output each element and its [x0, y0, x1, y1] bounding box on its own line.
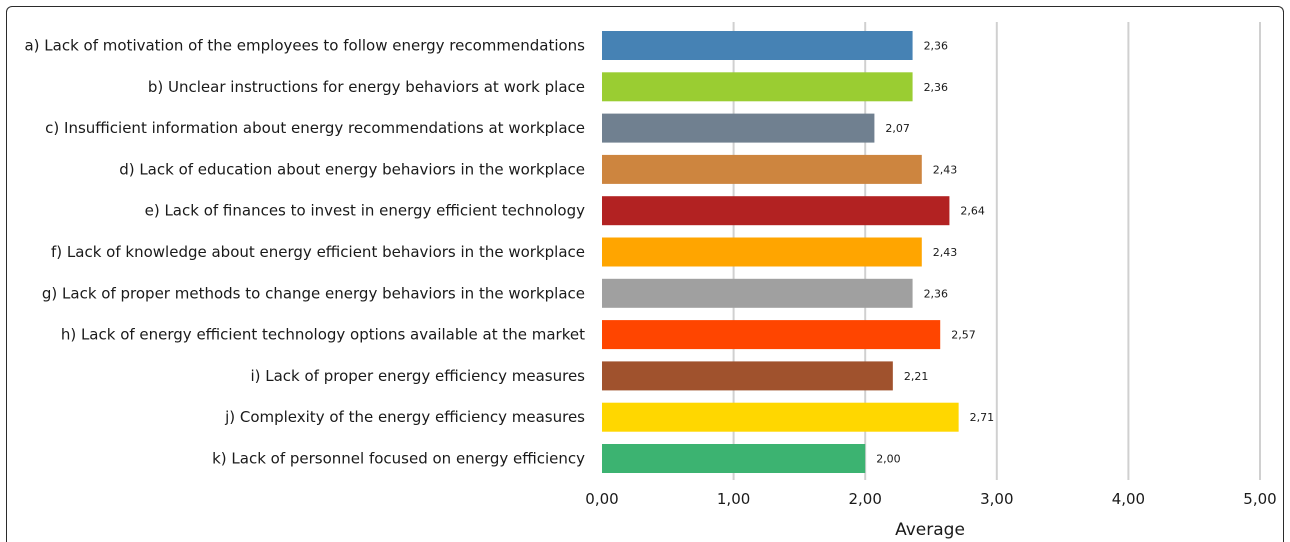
x-tick-label: 4,00 — [1112, 490, 1145, 508]
category-label: i) Lack of proper energy efficiency meas… — [250, 367, 585, 385]
bar — [602, 31, 913, 60]
bar — [602, 444, 866, 473]
x-tick-label: 0,00 — [585, 490, 618, 508]
chart-frame — [6, 6, 1284, 542]
category-label: h) Lack of energy efficient technology o… — [61, 326, 585, 344]
category-label: c) Insufficient information about energy… — [45, 119, 585, 137]
x-tick-label: 1,00 — [717, 490, 750, 508]
bar — [602, 196, 950, 226]
data-label: 2,64 — [960, 205, 985, 218]
category-label: b) Unclear instructions for energy behav… — [148, 78, 585, 96]
data-label: 2,36 — [924, 81, 949, 94]
category-label: g) Lack of proper methods to change ener… — [42, 284, 585, 302]
x-tick-label: 3,00 — [980, 490, 1013, 508]
data-label: 2,71 — [970, 411, 995, 424]
x-tick-label: 5,00 — [1243, 490, 1276, 508]
category-label: k) Lack of personnel focused on energy e… — [212, 450, 585, 468]
category-label: j) Complexity of the energy efficiency m… — [224, 408, 585, 426]
category-labels: a) Lack of motivation of the employees t… — [24, 37, 585, 468]
category-label: f) Lack of knowledge about energy effici… — [51, 243, 585, 261]
data-label: 2,57 — [951, 329, 976, 342]
bar — [602, 320, 941, 350]
data-label: 2,36 — [924, 287, 949, 300]
x-tick-labels: 0,00 1,00 2,00 3,00 4,00 5,00 — [585, 490, 1276, 508]
category-label: a) Lack of motivation of the employees t… — [24, 37, 585, 55]
bar — [602, 361, 893, 391]
category-label: e) Lack of finances to invest in energy … — [145, 202, 586, 220]
bar — [602, 72, 913, 102]
bar — [602, 402, 959, 432]
data-label: 2,43 — [933, 246, 958, 259]
bar — [602, 278, 913, 308]
data-label: 2,00 — [876, 453, 901, 466]
data-label: 2,21 — [904, 370, 929, 383]
bar — [602, 237, 922, 267]
bar — [602, 113, 875, 143]
bars — [602, 31, 959, 473]
x-tick-label: 2,00 — [848, 490, 881, 508]
data-label: 2,36 — [924, 40, 949, 53]
category-label: d) Lack of education about energy behavi… — [119, 160, 585, 178]
data-label: 2,07 — [885, 122, 910, 135]
data-labels: 2,36 2,36 2,07 2,43 2,64 2,43 2,36 2,57 2,21 2,71… — [876, 40, 994, 466]
bar — [602, 154, 922, 184]
x-axis-title: Average — [895, 520, 965, 540]
data-label: 2,43 — [933, 163, 958, 176]
